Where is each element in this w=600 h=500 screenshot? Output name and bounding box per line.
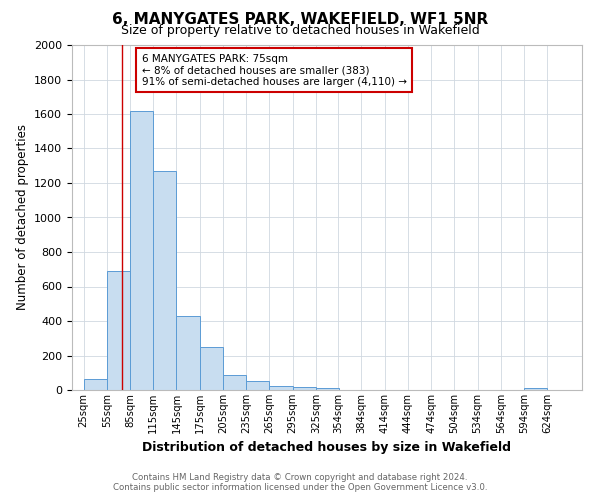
Text: 6, MANYGATES PARK, WAKEFIELD, WF1 5NR: 6, MANYGATES PARK, WAKEFIELD, WF1 5NR bbox=[112, 12, 488, 28]
Text: Contains HM Land Registry data © Crown copyright and database right 2024.
Contai: Contains HM Land Registry data © Crown c… bbox=[113, 473, 487, 492]
Bar bbox=[524, 388, 547, 390]
Bar bbox=[246, 382, 269, 390]
Bar bbox=[269, 386, 293, 390]
Bar bbox=[223, 376, 246, 390]
Text: Size of property relative to detached houses in Wakefield: Size of property relative to detached ho… bbox=[121, 24, 479, 37]
Bar bbox=[130, 110, 153, 390]
X-axis label: Distribution of detached houses by size in Wakefield: Distribution of detached houses by size … bbox=[143, 442, 511, 454]
Bar bbox=[83, 379, 107, 390]
Bar bbox=[316, 388, 339, 390]
Y-axis label: Number of detached properties: Number of detached properties bbox=[16, 124, 29, 310]
Bar bbox=[153, 171, 176, 390]
Bar bbox=[293, 388, 316, 390]
Bar bbox=[176, 316, 200, 390]
Text: 6 MANYGATES PARK: 75sqm
← 8% of detached houses are smaller (383)
91% of semi-de: 6 MANYGATES PARK: 75sqm ← 8% of detached… bbox=[142, 54, 407, 87]
Bar bbox=[200, 347, 223, 390]
Bar bbox=[107, 271, 130, 390]
